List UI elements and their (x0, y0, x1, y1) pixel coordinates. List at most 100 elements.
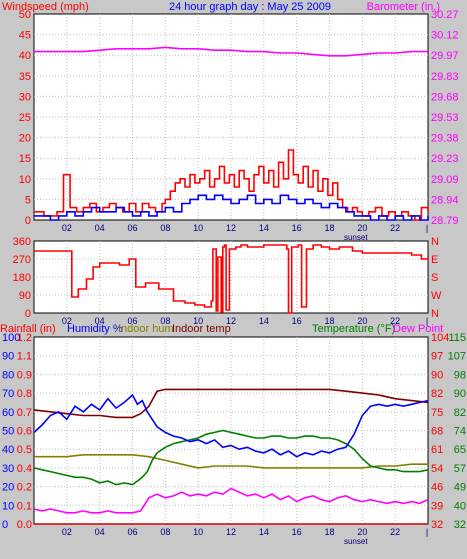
y-tick-temperature: 107 (448, 351, 466, 363)
indoor-temp-axis-label: Indoor temp (172, 323, 231, 335)
y-tick-temperature: 40 (454, 500, 466, 512)
y-tick-temperature: 115 (448, 332, 466, 344)
y-tick-label: 0 (25, 308, 31, 320)
y-tick-humidity: 50 (2, 426, 14, 438)
windspeed-axis-label: Windspeed (mph) (2, 1, 89, 13)
y-tick-temperature: 90 (454, 388, 466, 400)
x-tick-label: 18 (324, 316, 334, 326)
temperature-axis-label: Temperature (°F) (312, 323, 395, 335)
x-tick-label: 12 (226, 527, 236, 537)
y-tick-label: 180 (13, 272, 31, 284)
y-tick-temperature: 65 (454, 444, 466, 456)
y-tick-label: 25 (19, 112, 31, 124)
x-tick-label: 02 (62, 316, 72, 326)
x-tick-label: 16 (292, 527, 302, 537)
y-tick-dewpoint: 39 (431, 500, 443, 512)
y-tick-label: 50 (19, 9, 31, 21)
y-tick-rainfall: 0.0 (17, 519, 32, 531)
y-tick-label: 30.27 (431, 9, 459, 21)
y-tick-label: E (431, 254, 438, 266)
x-tick-label: 20 (357, 223, 367, 233)
y-tick-humidity: 30 (2, 463, 14, 475)
y-tick-humidity: 100 (2, 332, 20, 344)
x-tick-label: 14 (259, 316, 269, 326)
y-tick-dewpoint: 97 (431, 351, 443, 363)
y-tick-temperature: 74 (454, 426, 466, 438)
y-tick-rainfall: 0.7 (17, 407, 32, 419)
y-tick-rainfall: 1.1 (17, 351, 32, 363)
y-tick-dewpoint: 54 (431, 463, 443, 475)
y-tick-label: 40 (19, 50, 31, 62)
y-tick-rainfall: 0.5 (17, 444, 32, 456)
y-tick-rainfall: 0.9 (17, 369, 32, 381)
y-tick-label: 10 (19, 174, 31, 186)
x-tick-label: 14 (259, 527, 269, 537)
wind-direction-line (34, 244, 429, 314)
y-tick-label: 28.94 (431, 194, 459, 206)
indoor-temp-line (33, 388, 429, 419)
temperature-line (33, 429, 429, 486)
headers: Windspeed (mph) 24 hour graph day : May 2… (0, 1, 443, 335)
x-tick-end: | (426, 223, 428, 233)
x-tick-label: 10 (193, 527, 203, 537)
x-tick-label: 12 (226, 223, 236, 233)
y-tick-humidity: 60 (2, 407, 14, 419)
y-tick-label: 45 (19, 30, 31, 42)
x-tick-label: 08 (160, 316, 170, 326)
y-tick-humidity: 90 (2, 351, 14, 363)
y-tick-rainfall: 0.1 (17, 500, 32, 512)
y-tick-rainfall: 1.2 (17, 332, 32, 344)
x-tick-label: 04 (95, 223, 105, 233)
y-tick-temperature: 49 (454, 482, 466, 494)
y-tick-humidity: 10 (2, 500, 14, 512)
x-tick-label: 04 (95, 316, 105, 326)
x-tick-label: 12 (226, 316, 236, 326)
y-tick-temperature: 82 (454, 407, 466, 419)
y-tick-label: 29.68 (431, 91, 459, 103)
dew-point-line (33, 487, 429, 514)
y-tick-dewpoint: 104 (431, 332, 449, 344)
x-tick-label: 08 (160, 223, 170, 233)
x-tick-label: 18 (324, 527, 334, 537)
wind-barometer-panel: 02 04 06 08 10 12 14 16 18 20 22 | sunset 0 5 10 15 20 25 3… (19, 9, 459, 242)
humidity-axis-label: Humidity % (67, 323, 123, 335)
y-tick-label: 5 (25, 194, 31, 206)
x-tick-label: 10 (193, 316, 203, 326)
x-tick-end: | (426, 527, 428, 537)
x-tick-label: 20 (357, 316, 367, 326)
y-tick-dewpoint: 90 (431, 369, 443, 381)
y-tick-label: 30.12 (431, 30, 459, 42)
x-tick-label: 22 (390, 223, 400, 233)
y-tick-label: 29.38 (431, 133, 459, 145)
y-tick-label: N (431, 308, 439, 320)
y-tick-label: 29.53 (431, 112, 459, 124)
y-tick-dewpoint: 68 (431, 426, 443, 438)
y-tick-label: S (431, 272, 438, 284)
y-tick-label: 270 (13, 254, 31, 266)
y-tick-dewpoint: 75 (431, 407, 443, 419)
y-tick-label: 0 (25, 215, 31, 227)
y-tick-label: 90 (19, 290, 31, 302)
indoor-humidity-line (34, 454, 428, 469)
y-tick-temperature: 57 (454, 463, 466, 475)
x-tick-label: 22 (390, 316, 400, 326)
y-tick-label: 29.23 (431, 153, 459, 165)
x-tick-label: 02 (62, 223, 72, 233)
y-tick-label: 28.79 (431, 215, 459, 227)
y-tick-label: N (431, 236, 439, 248)
sunset-label: sunset (344, 233, 368, 242)
y-tick-label: 35 (19, 71, 31, 83)
y-tick-label: 30 (19, 91, 31, 103)
y-tick-rainfall: 0.6 (17, 426, 32, 438)
x-tick-label: 02 (62, 527, 72, 537)
y-tick-humidity: 80 (2, 369, 14, 381)
x-tick-label: 20 (357, 527, 367, 537)
y-tick-dewpoint: 46 (431, 482, 443, 494)
y-tick-humidity: 70 (2, 388, 14, 400)
dew-point-axis-label: Dew Point (393, 323, 443, 335)
y-tick-label: 29.97 (431, 50, 459, 62)
